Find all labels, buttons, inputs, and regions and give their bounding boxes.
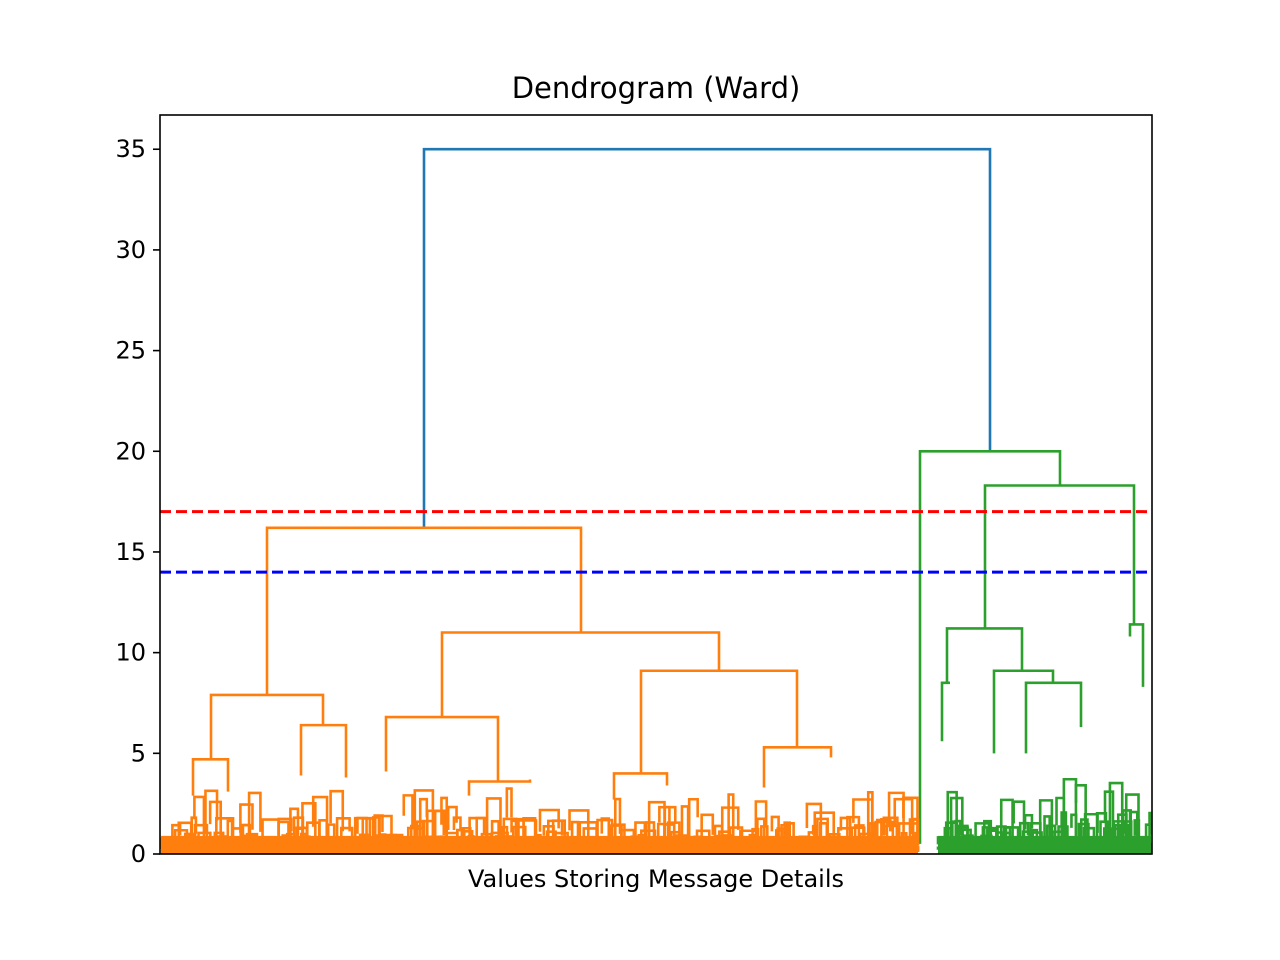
- fine-link: [371, 816, 381, 850]
- y-tick-label: 20: [115, 437, 146, 465]
- fine-link: [204, 789, 219, 834]
- fine-link: [663, 805, 677, 836]
- fine-link: [634, 821, 647, 845]
- y-tick-label: 25: [115, 337, 146, 365]
- fine-link: [946, 790, 958, 844]
- fine-link: [335, 816, 351, 840]
- plot-frame: [159, 114, 1153, 855]
- green-link: [918, 449, 1062, 844]
- fine-link: [193, 795, 206, 838]
- fine-link: [413, 789, 435, 853]
- fine-link: [756, 817, 766, 846]
- fine-link: [1043, 815, 1051, 843]
- leaf-band: [938, 835, 1151, 854]
- root-link: [422, 147, 992, 528]
- fine-link: [568, 809, 590, 843]
- y-tick-label: 30: [115, 236, 146, 264]
- fine-link: [247, 791, 262, 846]
- fine-link: [289, 807, 300, 842]
- y-tick-label: 5: [131, 739, 146, 767]
- fine-link: [949, 796, 964, 836]
- orange-link: [440, 631, 721, 718]
- orange-link: [384, 715, 500, 782]
- orange-link: [209, 693, 325, 760]
- fine-link: [446, 805, 458, 831]
- fine-link: [208, 800, 222, 843]
- dendrogram-links: [159, 147, 1152, 854]
- fine-link: [713, 824, 724, 837]
- fine-link: [1128, 810, 1139, 851]
- fine-link: [329, 789, 345, 832]
- fine-link: [475, 816, 488, 845]
- y-tick-label: 0: [131, 840, 146, 868]
- y-tick-label: 10: [115, 639, 146, 667]
- green-link: [983, 484, 1136, 629]
- x-axis-label: Values Storing Message Details: [468, 865, 844, 893]
- fine-link: [505, 787, 513, 818]
- fine-link: [402, 794, 414, 829]
- fine-link: [866, 791, 874, 849]
- threshold-lines: [160, 510, 1152, 574]
- orange-link: [191, 758, 230, 796]
- leaf-band: [161, 835, 918, 854]
- fine-link: [452, 816, 462, 832]
- fine-link: [720, 806, 740, 840]
- fine-link: [957, 826, 969, 844]
- fine-link: [409, 824, 422, 842]
- fine-link: [1057, 825, 1069, 840]
- fine-link: [490, 819, 500, 839]
- fine-link: [361, 817, 377, 853]
- orange-link: [762, 745, 833, 788]
- fine-link: [1060, 811, 1068, 851]
- fine-link: [727, 793, 735, 854]
- orange-link: [299, 723, 348, 778]
- fine-link: [1002, 826, 1012, 844]
- fine-link: [700, 813, 715, 836]
- chart-title: Dendrogram (Ward): [512, 71, 801, 105]
- fine-link: [551, 819, 567, 849]
- orange-link: [467, 779, 532, 796]
- fine-link: [318, 819, 329, 847]
- fine-link: [754, 800, 768, 852]
- fine-link: [687, 797, 699, 846]
- orange-link: [265, 526, 583, 695]
- fine-link: [1023, 813, 1034, 830]
- green-link: [1024, 681, 1083, 754]
- green-link: [992, 669, 1055, 754]
- fine-link: [301, 801, 317, 854]
- y-tick-label: 35: [115, 135, 146, 163]
- orange-link: [612, 772, 669, 800]
- fine-link: [728, 826, 744, 841]
- orange-link: [639, 669, 799, 774]
- fine-link: [1070, 813, 1078, 836]
- y-tick-label: 15: [115, 538, 146, 566]
- fine-link: [666, 821, 681, 839]
- green-link: [945, 627, 1024, 683]
- fine-link: [600, 817, 611, 838]
- fine-link: [813, 811, 836, 850]
- green-link: [1128, 623, 1145, 687]
- fine-link: [538, 808, 560, 832]
- green-link: [940, 681, 950, 742]
- y-axis: 0 5 10 15 20 25 30 35: [115, 135, 160, 868]
- fine-link: [514, 817, 525, 838]
- fine-link: [440, 796, 449, 854]
- fine-link: [239, 803, 254, 833]
- fine-link: [277, 820, 290, 849]
- fine-link: [839, 816, 852, 842]
